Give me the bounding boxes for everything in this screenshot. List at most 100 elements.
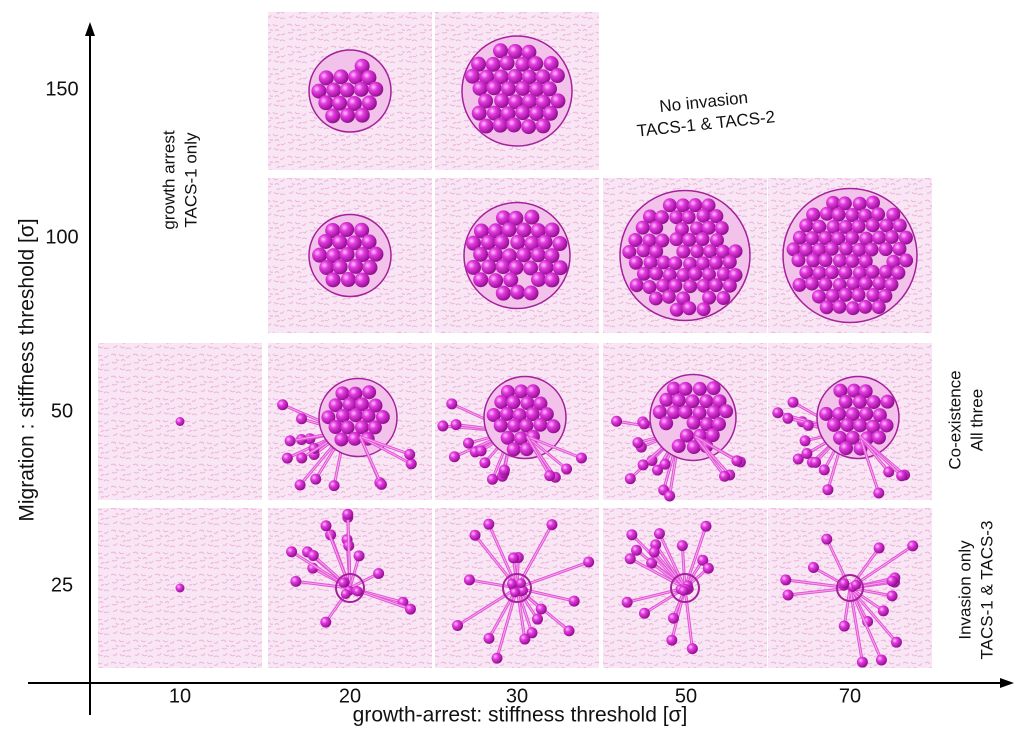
cell — [494, 93, 509, 108]
cell — [332, 96, 347, 111]
cell — [406, 458, 417, 469]
cell — [404, 449, 415, 460]
cell — [719, 404, 733, 418]
cell — [479, 457, 490, 468]
cell — [487, 474, 498, 485]
cell — [536, 118, 551, 133]
cell — [772, 407, 783, 418]
cell — [320, 617, 331, 628]
cell — [544, 272, 559, 287]
cell — [806, 254, 820, 268]
cell — [550, 93, 565, 108]
x-tick-label: 30 — [506, 685, 528, 707]
annotation: Co-existence All three — [945, 370, 986, 469]
panel — [768, 343, 932, 500]
cell — [649, 267, 663, 281]
cell — [846, 301, 860, 315]
cell — [678, 586, 688, 596]
cell — [537, 235, 552, 250]
cell — [662, 290, 676, 304]
cell — [695, 232, 709, 246]
cell — [788, 397, 799, 408]
cell — [507, 442, 521, 456]
panel — [268, 178, 432, 333]
cell — [516, 247, 531, 262]
cell — [783, 589, 794, 600]
cell — [637, 243, 651, 257]
cell — [666, 635, 677, 646]
cell — [677, 540, 688, 551]
cell — [354, 550, 365, 561]
cell — [483, 519, 494, 530]
cell — [473, 272, 488, 287]
cell — [354, 82, 369, 97]
cell — [683, 279, 697, 293]
cell — [506, 117, 521, 132]
cell — [896, 470, 907, 481]
annotation-line: All three — [967, 389, 986, 451]
annotation: No invasion TACS-1 & TACS-2 — [634, 85, 776, 140]
cell — [668, 613, 679, 624]
cell — [553, 260, 568, 275]
cell — [851, 580, 861, 590]
cell — [296, 413, 307, 424]
cell — [368, 247, 383, 262]
cell — [625, 553, 636, 564]
cell — [839, 242, 853, 256]
cell — [296, 452, 307, 463]
cell — [524, 210, 539, 225]
cell — [492, 653, 503, 664]
cell — [782, 413, 793, 424]
cell — [700, 521, 711, 532]
cell — [687, 416, 701, 430]
cell — [546, 419, 560, 433]
cell — [515, 105, 530, 120]
cell — [872, 300, 886, 314]
cell — [791, 253, 805, 267]
cell — [821, 534, 832, 545]
annotation-line: growth arrest — [159, 130, 178, 229]
cell — [507, 579, 517, 589]
cell — [508, 552, 519, 563]
cell — [853, 395, 867, 409]
cell — [449, 451, 460, 462]
cell — [839, 578, 849, 588]
cell — [682, 301, 696, 315]
cell — [510, 285, 525, 300]
cell — [321, 520, 332, 531]
cell — [832, 208, 846, 222]
cell — [819, 253, 833, 267]
cell — [318, 95, 333, 110]
cell — [561, 464, 572, 475]
cell — [446, 398, 457, 409]
x-tick-label: 70 — [839, 685, 861, 707]
cell — [531, 272, 546, 287]
panel — [268, 508, 432, 668]
annotation-line: TACS-1 & TACS-2 — [636, 107, 776, 140]
cell — [703, 563, 714, 574]
cell — [907, 540, 918, 551]
annotation: Invasion only TACS-1 & TACS-3 — [955, 521, 996, 660]
cell — [832, 300, 846, 314]
cell — [329, 420, 343, 434]
cell — [731, 455, 742, 466]
cell — [723, 255, 737, 269]
annotation-line: TACS-1 only — [181, 132, 200, 228]
y-tick-label: 50 — [51, 400, 73, 422]
cell — [866, 218, 880, 232]
cell — [853, 418, 867, 432]
cell — [472, 106, 487, 121]
panel — [435, 508, 599, 668]
cell — [341, 272, 356, 287]
cell — [639, 608, 650, 619]
cell — [803, 420, 814, 431]
cell — [626, 529, 637, 540]
cell — [308, 550, 319, 561]
cell — [338, 578, 348, 588]
cell — [532, 614, 543, 625]
cell — [362, 385, 376, 399]
cell — [500, 56, 515, 71]
cell — [437, 420, 448, 431]
cell — [805, 277, 819, 291]
cell — [839, 441, 853, 455]
